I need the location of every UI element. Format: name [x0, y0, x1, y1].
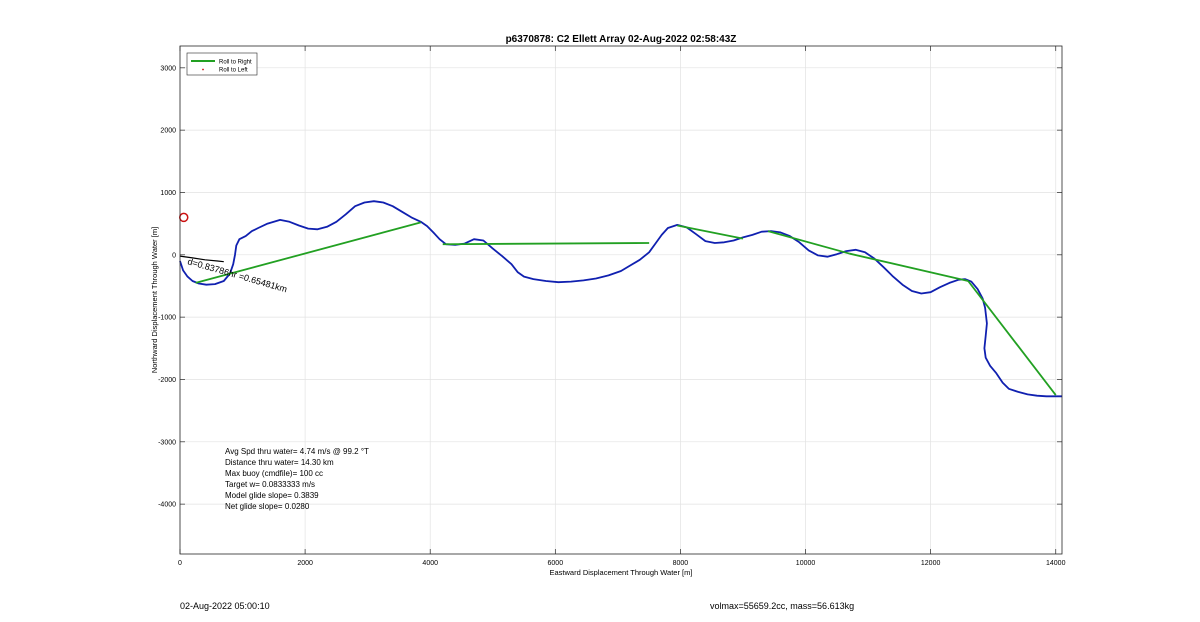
grid-lines	[179, 46, 1062, 554]
series-layer	[179, 200, 1062, 398]
x-tick-label: 10000	[796, 560, 816, 567]
stats-line: Distance thru water= 14.30 km	[225, 458, 334, 467]
stats-line: Net glide slope= 0.0280	[225, 502, 310, 511]
roll-right-segment	[967, 280, 1057, 396]
x-tick-label: 6000	[548, 560, 564, 567]
y-tick-label: -3000	[158, 439, 176, 446]
y-tick-label: 3000	[160, 65, 176, 72]
y-axis-label: Northward Displacement Through Water [m]	[150, 227, 159, 373]
y-tick-label: 0	[172, 252, 176, 259]
x-tick-label: 14000	[1046, 560, 1066, 567]
stats-line: Model glide slope= 0.3839	[225, 491, 319, 500]
x-tick-label: 2000	[297, 560, 313, 567]
legend-label-roll-right: Roll to Right	[219, 60, 252, 66]
legend: Roll to Right Roll to Left	[186, 52, 258, 76]
stats-block: Avg Spd thru water= 4.74 m/s @ 99.2 °T Di…	[225, 447, 369, 511]
y-tick-label: -4000	[158, 502, 176, 509]
footer-volmax-mass: volmax=55659.2cc, mass=56.613kg	[710, 601, 855, 611]
roll-right-segment	[849, 252, 969, 282]
roll-right-segment	[677, 224, 744, 240]
heading-line	[179, 255, 224, 263]
stats-line: Target w= 0.0833333 m/s	[225, 480, 315, 489]
chart-title: p6370878: C2 Ellett Array 02-Aug-2022 02…	[506, 34, 737, 45]
plot-background	[180, 46, 1062, 554]
legend-label-roll-left: Roll to Left	[219, 68, 248, 74]
stats-line: Max buoy (cmdfile)= 100 cc	[225, 469, 323, 478]
x-tick-label: 12000	[921, 560, 941, 567]
legend-swatch-roll-left	[202, 68, 204, 71]
x-tick-label: 8000	[673, 560, 689, 567]
x-tick-label: 4000	[422, 560, 438, 567]
y-tick-label: -1000	[158, 315, 176, 322]
roll-right-segment	[195, 221, 422, 284]
roll-right-segment	[767, 230, 850, 255]
roll-right-segment	[442, 242, 650, 246]
legend-box	[186, 52, 258, 76]
plot-frame	[179, 45, 1063, 555]
footer-timestamp: 02-Aug-2022 05:00:10	[180, 601, 270, 611]
x-axis-label: Eastward Displacement Through Water [m]	[550, 568, 693, 577]
axis-ticks: 0 2000 4000 6000 8000 10000 12000 14000-4000-30…	[158, 46, 1066, 567]
y-tick-label: -2000	[158, 377, 176, 384]
y-tick-label: 1000	[160, 190, 176, 197]
stats-line: Avg Spd thru water= 4.74 m/s @ 99.2 °T	[225, 447, 369, 456]
x-tick-label: 0	[178, 560, 182, 567]
y-tick-label: 2000	[160, 128, 176, 135]
